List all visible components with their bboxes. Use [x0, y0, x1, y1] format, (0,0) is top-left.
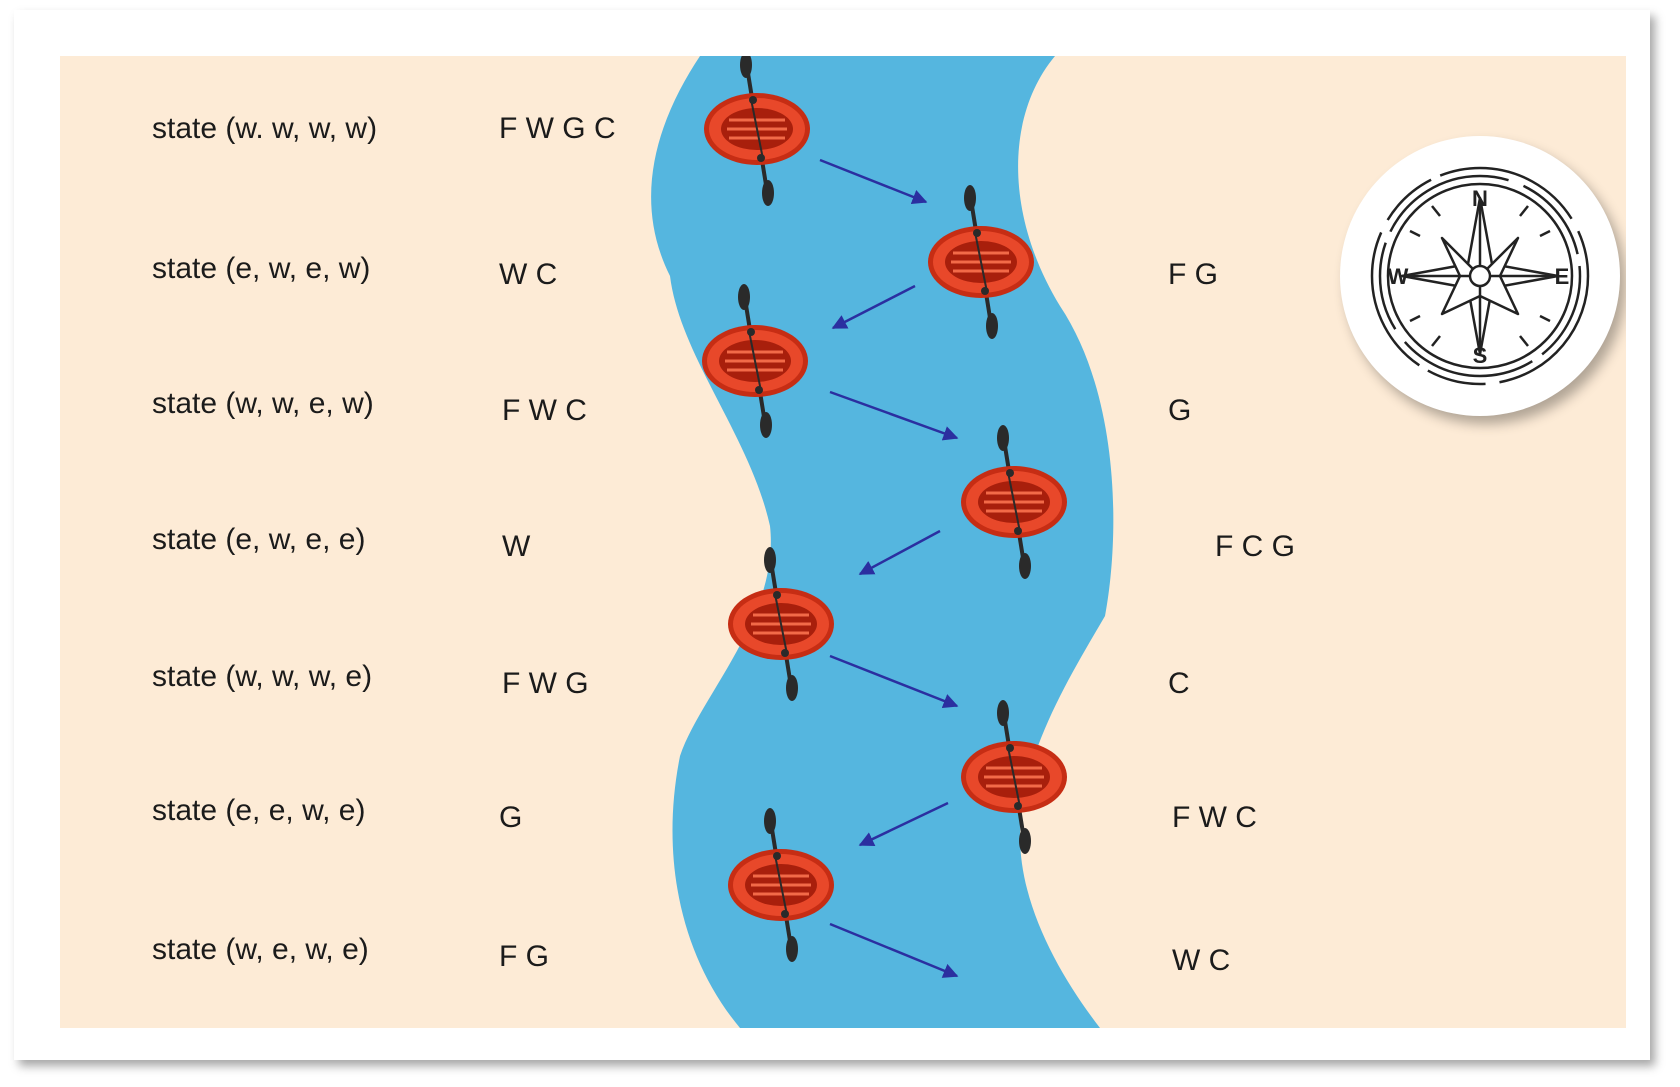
arrow-2	[831, 284, 916, 330]
west-bank-contents: F W C	[502, 394, 587, 427]
river-crossing-diagram: state (w. w, w, w) state (e, w, e, w) st…	[60, 56, 1626, 1028]
state-label: state (w. w, w, w)	[152, 112, 378, 145]
figure-frame: state (w. w, w, w) state (e, w, e, w) st…	[14, 10, 1650, 1060]
compass-east-label: E	[1555, 264, 1570, 289]
east-bank-contents: F W C	[1172, 801, 1257, 834]
arrow-5	[829, 654, 959, 709]
east-bank-contents: F C G	[1215, 530, 1295, 563]
compass-badge: N S E W	[1340, 136, 1620, 416]
west-bank-contents: G	[499, 801, 523, 834]
arrow-1	[819, 158, 928, 204]
compass-south-label: S	[1473, 343, 1488, 368]
east-bank-contents: C	[1168, 667, 1190, 700]
arrow-3	[829, 390, 959, 441]
river	[651, 56, 1114, 1028]
west-bank-contents: F W G	[502, 667, 589, 700]
state-label: state (e, w, e, e)	[152, 523, 366, 556]
west-bank-contents: F W G C	[499, 112, 616, 145]
arrow-7	[829, 922, 959, 978]
arrow-4	[858, 529, 941, 576]
river-scene	[651, 56, 1114, 1028]
east-bank-contents: G	[1168, 394, 1192, 427]
state-label: state (w, e, w, e)	[152, 933, 369, 966]
compass-west-label: W	[1388, 264, 1409, 289]
crossing-arrows	[819, 158, 959, 978]
west-bank-contents: W C	[499, 258, 558, 291]
state-label: state (e, w, e, w)	[152, 252, 371, 285]
state-label: state (w, w, e, w)	[152, 387, 374, 420]
east-bank-contents: F G	[1168, 258, 1218, 291]
state-label: state (e, e, w, e)	[152, 794, 366, 827]
west-bank-contents: W	[502, 530, 531, 563]
east-bank-contents: W C	[1172, 944, 1231, 977]
state-label: state (w, w, w, e)	[152, 660, 373, 693]
west-bank-contents: F G	[499, 940, 549, 973]
compass-north-label: N	[1472, 186, 1488, 211]
compass-rose-icon: N S E W	[1370, 166, 1590, 386]
arrow-6	[858, 801, 949, 847]
